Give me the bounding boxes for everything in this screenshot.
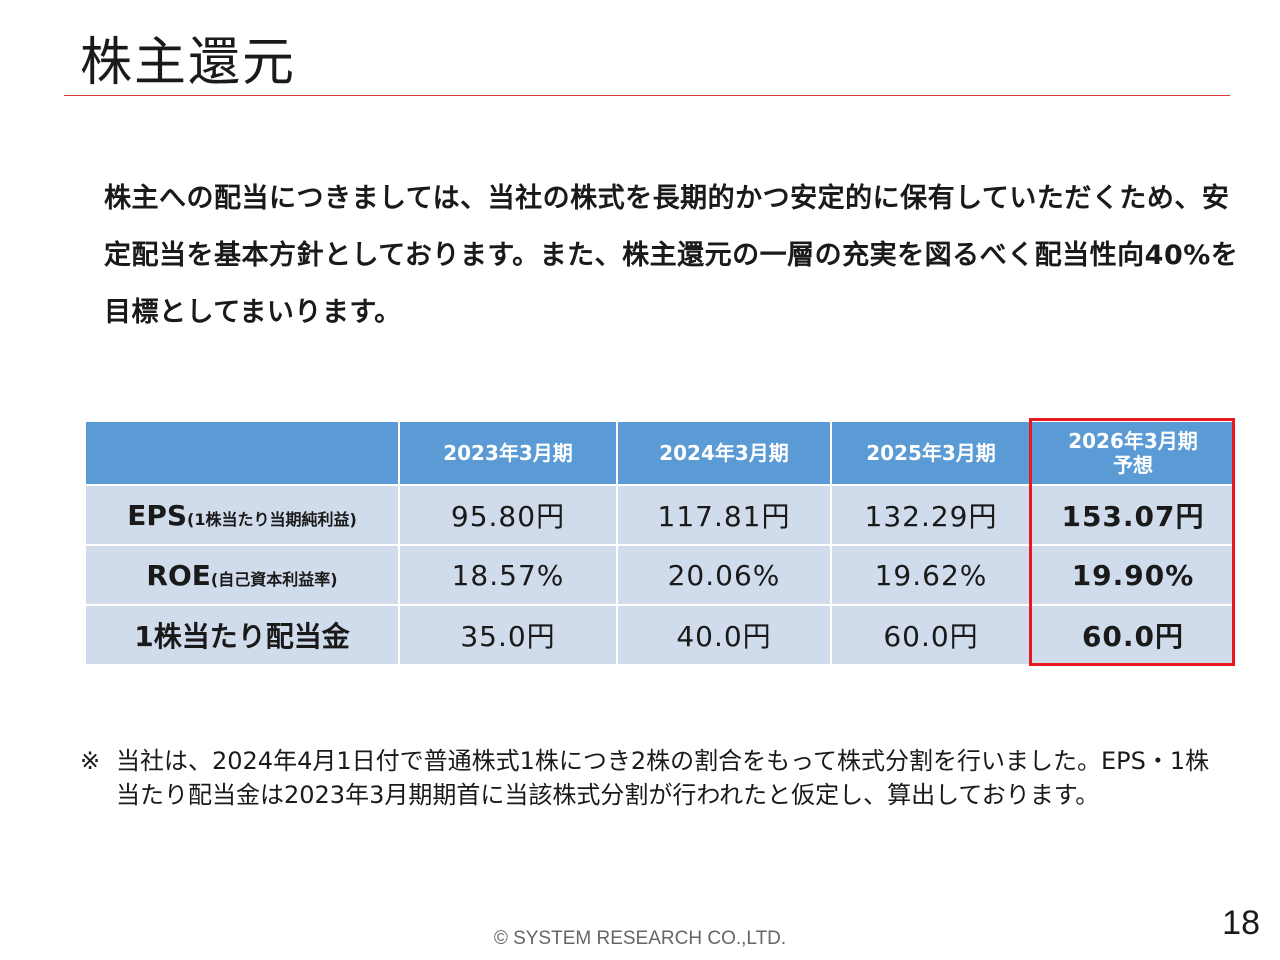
table-row-dividend: 1株当たり配当金 35.0円 40.0円 60.0円 60.0円	[84, 604, 1236, 666]
shareholder-return-table: 2023年3月期 2024年3月期 2025年3月期 2026年3月期 予想 EP…	[84, 420, 1236, 666]
column-header-fy2026-forecast: 2026年3月期 予想	[1030, 420, 1236, 486]
row-label-roe: ROE(自己資本利益率)	[84, 544, 400, 606]
dividend-fy2026-forecast: 60.0円	[1030, 604, 1236, 666]
footnote: ※ 当社は、2024年4月1日付で普通株式1株につき2株の割合をもって株式分割を…	[80, 744, 1220, 812]
footnote-mark: ※	[80, 747, 101, 775]
intro-paragraph: 株主への配当につきましては、当社の株式を長期的かつ安定的に保有していただくため、…	[104, 183, 1239, 328]
dividend-fy2023: 35.0円	[398, 604, 618, 666]
eps-fy2024: 117.81円	[616, 484, 832, 546]
footnote-text: 当社は、2024年4月1日付で普通株式1株につき2株の割合をもって株式分割を行い…	[116, 747, 1210, 809]
column-header-fy2024: 2024年3月期	[616, 420, 832, 486]
page-title: 株主還元	[80, 33, 297, 93]
row-label-eps: EPS(1株当たり当期純利益)	[84, 484, 400, 546]
dividend-fy2024: 40.0円	[616, 604, 832, 666]
roe-fy2025: 19.62%	[830, 544, 1032, 606]
roe-fy2026-forecast: 19.90%	[1030, 544, 1236, 606]
page-number: 18	[1222, 904, 1260, 942]
roe-fy2024: 20.06%	[616, 544, 832, 606]
column-header-fy2023: 2023年3月期	[398, 420, 618, 486]
table-row-roe: ROE(自己資本利益率) 18.57% 20.06% 19.62% 19.90%	[84, 544, 1236, 606]
eps-fy2023: 95.80円	[398, 484, 618, 546]
table-row-eps: EPS(1株当たり当期純利益) 95.80円 117.81円 132.29円 1…	[84, 484, 1236, 546]
dividend-fy2025: 60.0円	[830, 604, 1032, 666]
copyright-footer: © SYSTEM RESEARCH CO.,LTD.	[493, 928, 787, 949]
eps-fy2025: 132.29円	[830, 484, 1032, 546]
eps-fy2026-forecast: 153.07円	[1030, 484, 1236, 546]
title-divider	[64, 95, 1230, 96]
table-header-row: 2023年3月期 2024年3月期 2025年3月期 2026年3月期 予想	[84, 420, 1236, 486]
table-corner-cell	[84, 420, 400, 486]
roe-fy2023: 18.57%	[398, 544, 618, 606]
row-label-dividend: 1株当たり配当金	[84, 604, 400, 666]
column-header-fy2025: 2025年3月期	[830, 420, 1032, 486]
